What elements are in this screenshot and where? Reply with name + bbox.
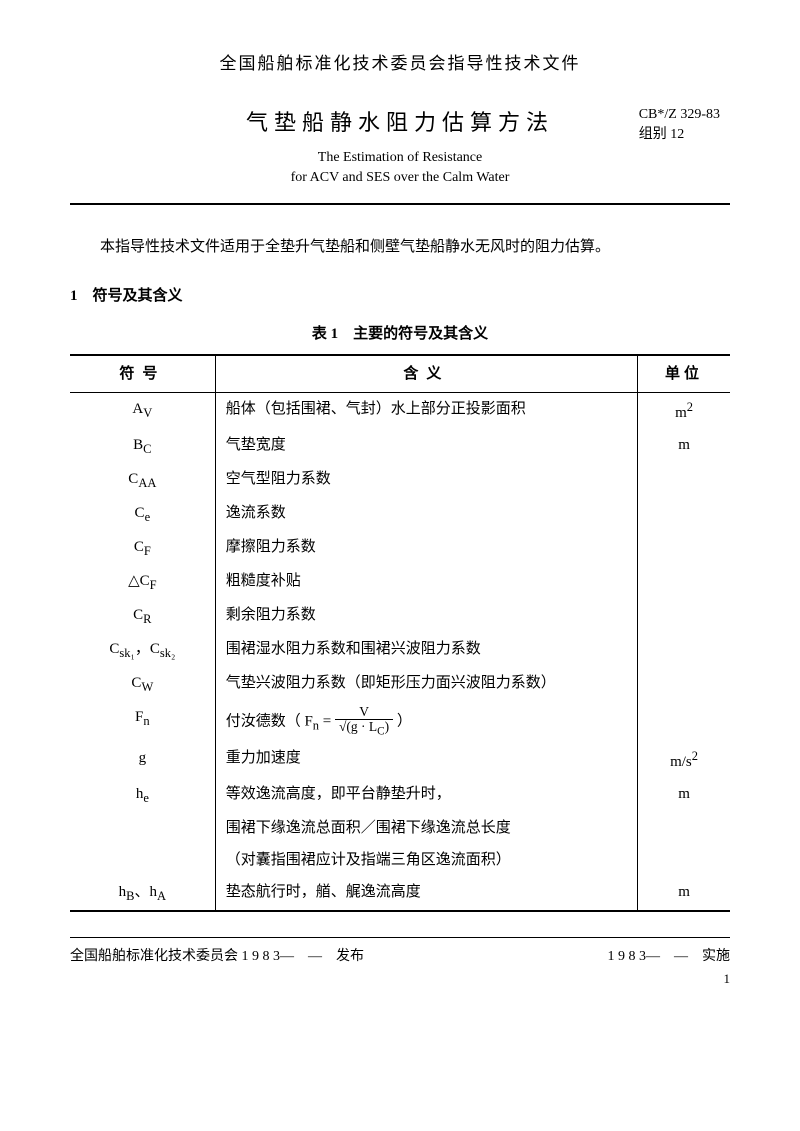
footer-right: 1 9 8 3— — 实施 <box>608 946 731 968</box>
cell-meaning: 空气型阻力系数 <box>215 463 637 497</box>
page-number: 1 <box>70 969 730 990</box>
cell-symbol: Ce <box>70 497 215 531</box>
col-header-unit: 单位 <box>638 355 730 393</box>
table-row: Fn付汝德数（ Fn = V√(g · LC) ） <box>70 701 730 743</box>
table-row: CAA空气型阻力系数 <box>70 463 730 497</box>
cell-meaning: 垫态航行时，艏、艉逸流高度 <box>215 876 637 911</box>
cell-symbol: AV <box>70 392 215 429</box>
col-header-meaning: 含义 <box>215 355 637 393</box>
cell-unit: m <box>638 429 730 463</box>
cell-symbol: he <box>70 778 215 812</box>
cell-unit <box>638 633 730 667</box>
cell-meaning: 气垫兴波阻力系数（即矩形压力面兴波阻力系数） <box>215 667 637 701</box>
cell-meaning: 围裙下缘逸流总面积／围裙下缘逸流总长度 <box>215 812 637 844</box>
cell-unit: m/s2 <box>638 742 730 778</box>
cell-meaning: 逸流系数 <box>215 497 637 531</box>
table-1-caption: 表 1 主要的符号及其含义 <box>70 322 730 346</box>
cell-symbol <box>70 844 215 876</box>
symbols-table: 符号 含义 单位 AV船体（包括围裙、气封）水上部分正投影面积m2BC气垫宽度m… <box>70 354 730 913</box>
subtitle-en-line1: The Estimation of Resistance <box>70 148 730 168</box>
cell-unit <box>638 531 730 565</box>
table-row: △CF粗糙度补贴 <box>70 565 730 599</box>
cell-meaning: 付汝德数（ Fn = V√(g · LC) ） <box>215 701 637 743</box>
main-title-cn: 气垫船静水阻力估算方法 <box>246 105 554 140</box>
cell-unit <box>638 599 730 633</box>
cell-meaning: 等效逸流高度，即平台静垫升时， <box>215 778 637 812</box>
table-row: BC气垫宽度m <box>70 429 730 463</box>
cell-unit <box>638 497 730 531</box>
intro-paragraph: 本指导性技术文件适用于全垫升气垫船和侧壁气垫船静水无风时的阻力估算。 <box>70 235 730 259</box>
cell-meaning: 剩余阻力系数 <box>215 599 637 633</box>
divider-bottom <box>70 937 730 938</box>
table-header-row: 符号 含义 单位 <box>70 355 730 393</box>
cell-symbol: Fn <box>70 701 215 743</box>
cell-symbol: △CF <box>70 565 215 599</box>
cell-unit <box>638 844 730 876</box>
col-header-symbol: 符号 <box>70 355 215 393</box>
cell-unit <box>638 565 730 599</box>
table-row: 围裙下缘逸流总面积／围裙下缘逸流总长度 <box>70 812 730 844</box>
table-row: CW气垫兴波阻力系数（即矩形压力面兴波阻力系数） <box>70 667 730 701</box>
cell-symbol: Csk₁，Csk₂ <box>70 633 215 667</box>
cell-symbol: CW <box>70 667 215 701</box>
footer: 全国船舶标准化技术委员会 1 9 8 3— — 发布 1 9 8 3— — 实施 <box>70 946 730 968</box>
divider-top <box>70 203 730 205</box>
subtitle-english: The Estimation of Resistance for ACV and… <box>70 148 730 187</box>
footer-left: 全国船舶标准化技术委员会 1 9 8 3— — 发布 <box>70 946 364 968</box>
standard-code: CB*/Z 329-83 <box>639 105 720 125</box>
cell-meaning: 摩擦阻力系数 <box>215 531 637 565</box>
table-row: g重力加速度m/s2 <box>70 742 730 778</box>
cell-meaning: 气垫宽度 <box>215 429 637 463</box>
group-label: 组别 12 <box>639 125 720 145</box>
table-row: CF摩擦阻力系数 <box>70 531 730 565</box>
cell-meaning: 围裙湿水阻力系数和围裙兴波阻力系数 <box>215 633 637 667</box>
title-block: 气垫船静水阻力估算方法 CB*/Z 329-83 组别 12 <box>70 105 730 140</box>
cell-symbol: CAA <box>70 463 215 497</box>
header-organization: 全国船舶标准化技术委员会指导性技术文件 <box>70 50 730 77</box>
cell-unit: m2 <box>638 392 730 429</box>
table-row: Ce逸流系数 <box>70 497 730 531</box>
standard-code-block: CB*/Z 329-83 组别 12 <box>639 105 720 144</box>
cell-symbol: BC <box>70 429 215 463</box>
table-row: （对囊指围裙应计及指端三角区逸流面积） <box>70 844 730 876</box>
cell-unit <box>638 701 730 743</box>
cell-unit <box>638 812 730 844</box>
cell-meaning: 粗糙度补贴 <box>215 565 637 599</box>
cell-meaning: 船体（包括围裙、气封）水上部分正投影面积 <box>215 392 637 429</box>
subtitle-en-line2: for ACV and SES over the Calm Water <box>70 168 730 188</box>
section-1-heading: 1 符号及其含义 <box>70 284 730 308</box>
cell-meaning: （对囊指围裙应计及指端三角区逸流面积） <box>215 844 637 876</box>
table-row: Csk₁，Csk₂围裙湿水阻力系数和围裙兴波阻力系数 <box>70 633 730 667</box>
cell-unit: m <box>638 778 730 812</box>
cell-symbol: CF <box>70 531 215 565</box>
cell-unit <box>638 667 730 701</box>
cell-unit <box>638 463 730 497</box>
table-row: hB、hA垫态航行时，艏、艉逸流高度m <box>70 876 730 911</box>
cell-symbol: CR <box>70 599 215 633</box>
table-row: he等效逸流高度，即平台静垫升时，m <box>70 778 730 812</box>
cell-symbol: hB、hA <box>70 876 215 911</box>
cell-meaning: 重力加速度 <box>215 742 637 778</box>
cell-symbol: g <box>70 742 215 778</box>
cell-symbol <box>70 812 215 844</box>
table-row: AV船体（包括围裙、气封）水上部分正投影面积m2 <box>70 392 730 429</box>
cell-unit: m <box>638 876 730 911</box>
table-row: CR剩余阻力系数 <box>70 599 730 633</box>
